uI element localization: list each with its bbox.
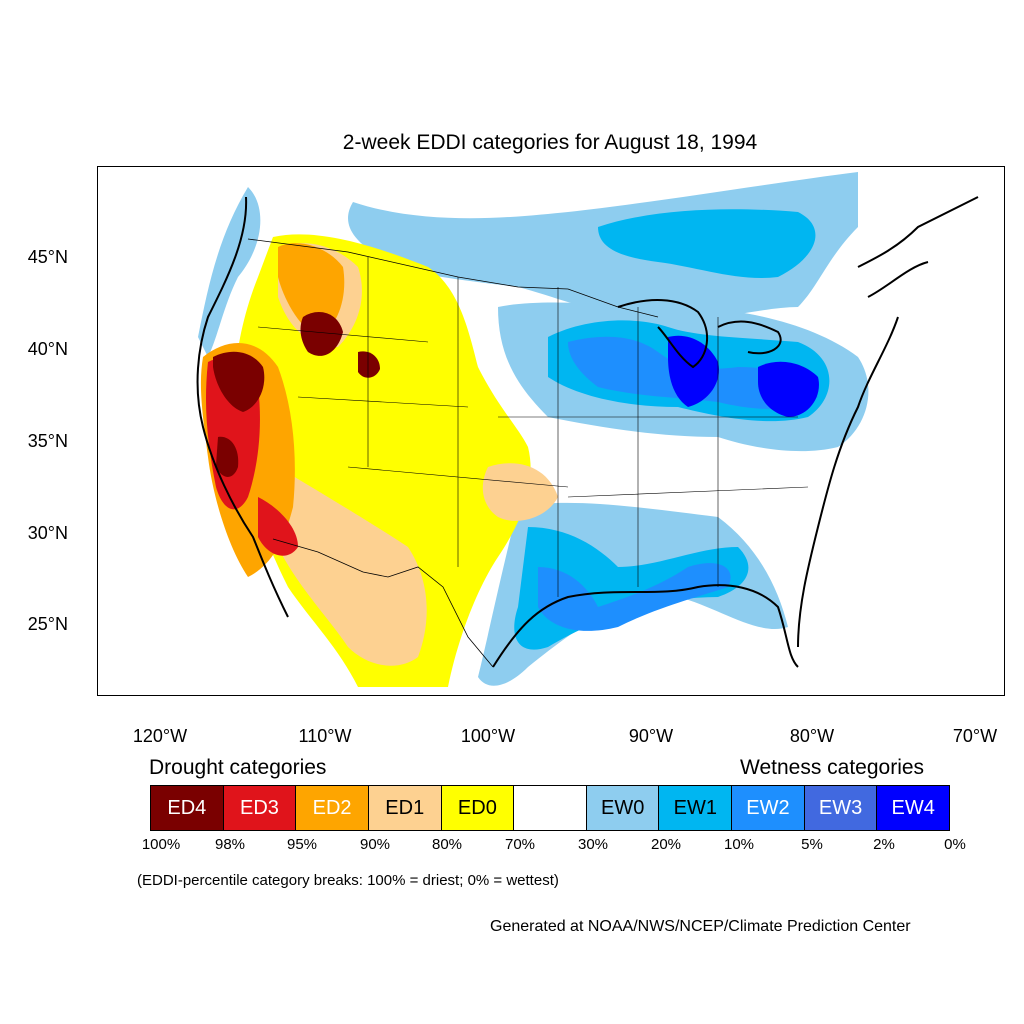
lat-label-45: 45°N bbox=[27, 247, 68, 267]
legend-label: ED3 bbox=[240, 796, 279, 819]
pct-label-9: 5% bbox=[801, 836, 823, 853]
coastlines-and-borders bbox=[196, 196, 979, 668]
pct-label-4: 80% bbox=[431, 836, 463, 853]
pct-label-10: 2% bbox=[873, 836, 895, 853]
state-lines bbox=[257, 257, 809, 597]
legend-ed4: ED4 bbox=[151, 786, 224, 830]
ew0-region-north bbox=[348, 172, 858, 320]
ew4-region-michigan bbox=[668, 335, 719, 407]
west-coast bbox=[196, 196, 289, 618]
lon-label-110: 110°W bbox=[298, 726, 352, 746]
east-coast bbox=[797, 316, 899, 648]
drought-heading: Drought categories bbox=[149, 756, 327, 779]
credit-line: Generated at NOAA/NWS/NCEP/Climate Predi… bbox=[490, 918, 911, 935]
lon-label-80: 80°W bbox=[789, 726, 835, 746]
ed1-region-plains bbox=[482, 463, 558, 521]
lat-label-35: 35°N bbox=[27, 431, 68, 451]
pct-label-1: 98% bbox=[214, 836, 246, 853]
gulf-coast bbox=[492, 584, 799, 668]
ed4-region-california-south bbox=[216, 436, 239, 477]
legend-ew1: EW1 bbox=[659, 786, 733, 830]
lat-label-25: 25°N bbox=[27, 614, 68, 634]
ew2-region-gulf bbox=[538, 563, 731, 631]
legend-ed1: ED1 bbox=[368, 786, 442, 830]
pct-label-0: 100% bbox=[141, 836, 181, 853]
pct-label-3: 90% bbox=[359, 836, 391, 853]
pct-label-11: 0% bbox=[944, 836, 966, 853]
pct-label-2: 95% bbox=[286, 836, 318, 853]
legend-ew3: EW3 bbox=[804, 786, 878, 830]
lon-label-90: 90°W bbox=[628, 726, 674, 746]
eddi-map bbox=[97, 166, 1005, 696]
legend-label: EW1 bbox=[673, 796, 717, 819]
pct-label-5: 70% bbox=[504, 836, 536, 853]
legend-label: ED2 bbox=[312, 796, 352, 819]
legend-ew4: EW4 bbox=[877, 786, 950, 830]
map-title: 2-week EDDI categories for August 18, 19… bbox=[342, 131, 758, 154]
lat-label-30: 30°N bbox=[27, 523, 68, 543]
ed1-region-southwest bbox=[263, 467, 427, 666]
legend-ed2: ED2 bbox=[296, 786, 369, 830]
ed4-region-wyoming bbox=[358, 351, 380, 378]
great-lakes bbox=[617, 299, 782, 369]
category-legend: ED4 ED3 ED2 ED1 ED0 EW0 EW1 EW2 EW3 EW4 bbox=[150, 785, 950, 831]
legend-label: EW4 bbox=[891, 796, 935, 819]
legend-neutral bbox=[514, 786, 587, 830]
ew1-region-north bbox=[598, 209, 816, 279]
lat-label-40: 40°N bbox=[27, 339, 68, 359]
lon-label-120: 120°W bbox=[132, 726, 188, 746]
ed3-region-nevada bbox=[258, 497, 298, 556]
ed2-region-idaho bbox=[278, 243, 345, 337]
ed4-region-oregon bbox=[213, 351, 265, 412]
legend-label: ED4 bbox=[167, 796, 207, 819]
category-note: (EDDI-percentile category breaks: 100% =… bbox=[137, 872, 559, 889]
lon-label-70: 70°W bbox=[952, 726, 998, 746]
category-shading bbox=[198, 172, 869, 687]
ed4-region-idaho bbox=[300, 312, 343, 356]
legend-label: ED0 bbox=[457, 796, 497, 819]
canada-east bbox=[857, 196, 979, 298]
lon-label-100: 100°W bbox=[460, 726, 516, 746]
legend-ew0: EW0 bbox=[586, 786, 660, 830]
legend-label: EW3 bbox=[818, 796, 863, 819]
legend-label: EW0 bbox=[600, 796, 645, 819]
legend-label: ED1 bbox=[385, 796, 425, 819]
legend-label: EW2 bbox=[746, 796, 790, 819]
us-mexico-border bbox=[272, 538, 494, 668]
legend-ed3: ED3 bbox=[223, 786, 297, 830]
map-canvas bbox=[196, 172, 979, 687]
pct-label-8: 10% bbox=[723, 836, 755, 853]
ew4-region-pennsylvania bbox=[758, 361, 819, 417]
pct-label-7: 20% bbox=[650, 836, 682, 853]
legend-ed0: ED0 bbox=[441, 786, 515, 830]
pct-label-6: 30% bbox=[577, 836, 609, 853]
legend-ew2: EW2 bbox=[732, 786, 805, 830]
wetness-heading: Wetness categories bbox=[740, 756, 925, 779]
